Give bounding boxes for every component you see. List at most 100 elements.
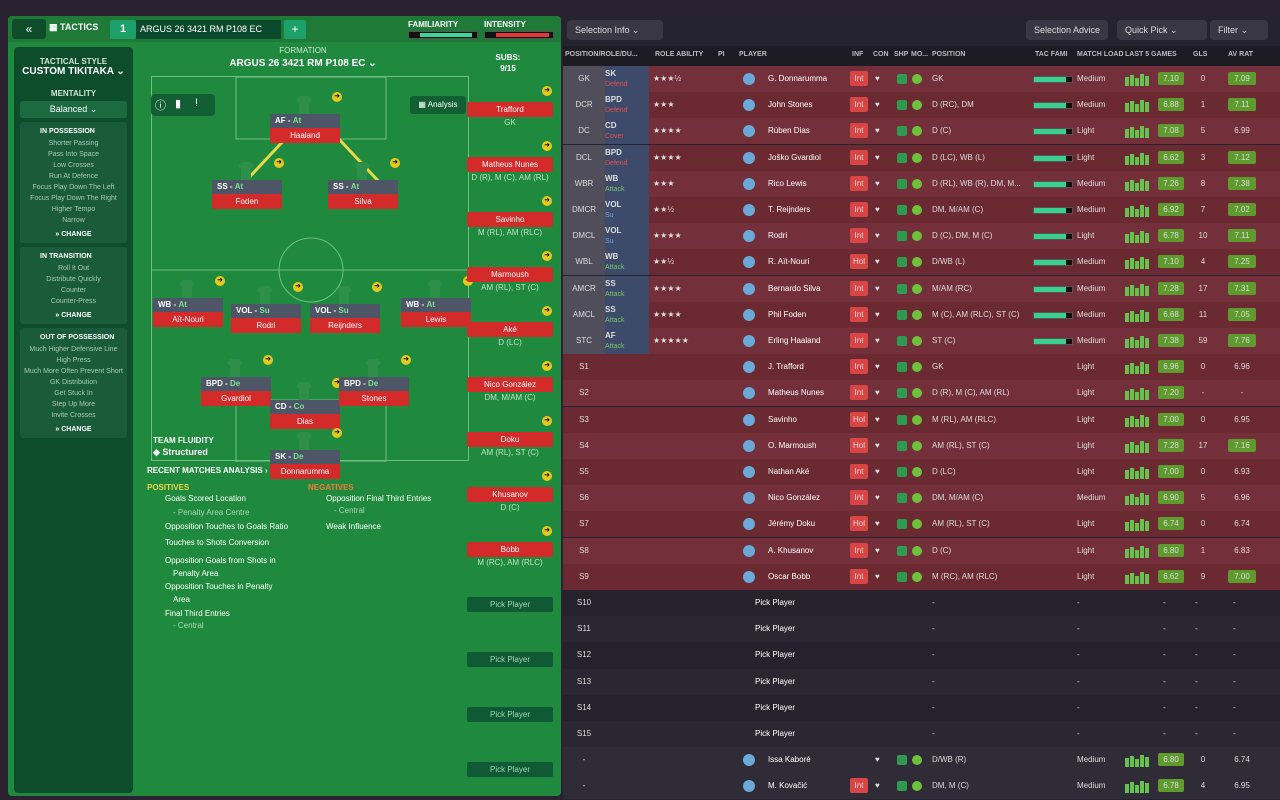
role-cell[interactable]: VOL Su: [605, 223, 649, 250]
squad-row[interactable]: DC CD Cover ★★★★ Rúben Dias Int ♥ D (C) Light 7.0…: [563, 118, 1280, 145]
pick-player-dropdown[interactable]: Pick Player: [755, 729, 796, 738]
column-header[interactable]: AV RAT: [1228, 51, 1254, 58]
instruction-arrow-icon[interactable]: ➜: [274, 158, 284, 168]
player-name[interactable]: G. Donnarumma: [768, 74, 828, 83]
slot-position[interactable]: S6: [579, 493, 589, 503]
pitch-player[interactable]: SS - At Foden: [212, 162, 282, 209]
pitch-player[interactable]: WB - At Aït-Nouri: [153, 280, 223, 327]
squad-row[interactable]: S12 Pick Player - - - - -: [563, 642, 1280, 669]
slot-position[interactable]: S11: [577, 624, 591, 634]
instruction-arrow-icon[interactable]: ➜: [542, 86, 552, 96]
instruction-arrow-icon[interactable]: ➜: [542, 141, 552, 151]
player-name[interactable]: Nico González: [768, 493, 821, 503]
player-name[interactable]: Silva: [328, 194, 398, 209]
add-tactic-button[interactable]: +: [284, 20, 306, 39]
sub-slot-empty[interactable]: Pick Player: [467, 597, 553, 612]
player-name[interactable]: Issa Kaboré: [768, 755, 811, 765]
filter-button[interactable]: Filter ⌄: [1210, 20, 1268, 40]
style-value[interactable]: CUSTOM TIKITAKA ⌄: [22, 66, 125, 77]
squad-row[interactable]: S8 A. Khusanov Int ♥ D (C) Light 6.80 1 6.83: [563, 537, 1280, 564]
role-cell[interactable]: WB Attack: [605, 170, 649, 197]
column-header[interactable]: POSITION/ROLE/DU...: [565, 51, 638, 58]
squad-row[interactable]: WBR WB Attack ★★★ Rico Lewis Int ♥ D (RL), WB (…: [563, 170, 1280, 197]
sub-name[interactable]: Doku: [467, 432, 553, 447]
sub-slot[interactable]: Bobb M (RC), AM (RLC) ➜: [467, 526, 553, 567]
player-name[interactable]: Donnarumma: [270, 464, 340, 479]
player-role[interactable]: VOL - Su: [310, 304, 380, 318]
slot-position[interactable]: S5: [579, 467, 589, 476]
role-cell[interactable]: BPD Defend: [605, 92, 649, 119]
player-name[interactable]: Rico Lewis: [768, 178, 807, 188]
sub-slot[interactable]: Marmoush AM (RL), ST (C) ➜: [467, 251, 553, 292]
instruction-arrow-icon[interactable]: ➜: [332, 428, 342, 438]
back-button[interactable]: «: [12, 19, 46, 39]
pitch-player[interactable]: AF - At Haaland: [270, 96, 340, 143]
squad-row[interactable]: AMCR SS Attack ★★★★ Bernardo Silva Int ♥ M/AM (…: [563, 275, 1280, 302]
instruction-arrow-icon[interactable]: ➜: [332, 378, 342, 388]
player-name[interactable]: Jérémy Doku: [768, 519, 816, 529]
slot-position[interactable]: DCL: [563, 144, 605, 171]
instruction-arrow-icon[interactable]: ➜: [372, 282, 382, 292]
pick-player-dropdown[interactable]: Pick Player: [467, 652, 553, 667]
in-transition-change-button[interactable]: » CHANGE: [55, 312, 92, 319]
instruction-arrow-icon[interactable]: ➜: [332, 92, 342, 102]
instruction-arrow-icon[interactable]: ➜: [293, 282, 303, 292]
instruction-arrow-icon[interactable]: ➜: [542, 306, 552, 316]
slot-position[interactable]: DMCL: [563, 223, 605, 250]
pitch-player[interactable]: WB - At Lewis: [401, 280, 471, 327]
squad-row[interactable]: S9 Oscar Bobb Int ♥ M (RC), AM (RLC) Light 6.6…: [563, 563, 1280, 590]
squad-row[interactable]: STC AF Attack ★★★★★ Erling Haaland Int ♥ ST (C)…: [563, 328, 1280, 354]
analysis-button[interactable]: ▦ Analysis: [410, 96, 466, 114]
player-name[interactable]: Savinho: [768, 414, 797, 424]
player-name[interactable]: M. Kovačić: [768, 781, 808, 791]
column-header[interactable]: LAST 5 GAMES: [1125, 51, 1177, 58]
slot-position[interactable]: S9: [579, 571, 589, 581]
column-header[interactable]: MO...: [911, 51, 929, 58]
squad-row[interactable]: S13 Pick Player - - - - -: [563, 668, 1280, 695]
instruction-arrow-icon[interactable]: ➜: [542, 526, 552, 536]
bar-chart-icon[interactable]: ▮: [175, 98, 182, 110]
slot-position[interactable]: AMCL: [563, 301, 605, 328]
role-cell[interactable]: SS Attack: [605, 275, 649, 302]
instruction-arrow-icon[interactable]: ➜: [390, 158, 400, 168]
tactic-name-tab[interactable]: ARGUS 26 3421 RM P108 EC: [136, 20, 281, 39]
in-possession-change-button[interactable]: » CHANGE: [55, 231, 92, 238]
pick-player-dropdown[interactable]: Pick Player: [467, 597, 553, 612]
sub-slot[interactable]: Aké D (LC) ➜: [467, 306, 553, 347]
out-of-possession-change-button[interactable]: » CHANGE: [55, 426, 92, 433]
player-name[interactable]: A. Khusanov: [768, 545, 814, 555]
squad-row[interactable]: S4 O. Marmoush Hol ♥ AM (RL), ST (C) Light 7.2…: [563, 432, 1280, 459]
role-cell[interactable]: SS Attack: [605, 301, 649, 328]
slot-position[interactable]: S7: [579, 519, 589, 529]
sub-name[interactable]: Bobb: [467, 542, 553, 557]
instruction-arrow-icon[interactable]: ➜: [542, 471, 552, 481]
instruction-arrow-icon[interactable]: ➜: [542, 251, 552, 261]
slot-position[interactable]: DMCR: [563, 197, 605, 223]
player-role[interactable]: VOL - Su: [231, 304, 301, 318]
role-cell[interactable]: BPD Defend: [605, 144, 649, 171]
player-name[interactable]: Erling Haaland: [768, 336, 821, 345]
player-name[interactable]: Phil Foden: [768, 309, 807, 319]
pitch-player[interactable]: VOL - Su Rodri: [231, 286, 301, 333]
sub-slot[interactable]: Savinho M (RL), AM (RLC) ➜: [467, 196, 553, 237]
squad-row[interactable]: S3 Savinho Hol ♥ M (RL), AM (RLC) Light 7.00 0 6…: [563, 406, 1280, 433]
column-header[interactable]: TAC FAMI: [1035, 51, 1068, 58]
player-role[interactable]: SS - At: [328, 180, 398, 194]
instruction-arrow-icon[interactable]: ➜: [401, 355, 411, 365]
player-name[interactable]: Gvardiol: [201, 391, 271, 406]
player-name[interactable]: O. Marmoush: [768, 440, 817, 450]
role-cell[interactable]: SK Defend: [605, 66, 649, 92]
role-cell[interactable]: CD Cover: [605, 118, 649, 145]
pitch-player[interactable]: BPD - De Gvardiol: [201, 359, 271, 406]
slot-position[interactable]: WBR: [563, 170, 605, 197]
slot-position[interactable]: S1: [579, 362, 589, 372]
player-role[interactable]: WB - At: [401, 298, 471, 312]
slot-position[interactable]: GK: [563, 66, 605, 92]
instruction-arrow-icon[interactable]: ➜: [263, 355, 273, 365]
player-role[interactable]: BPD - De: [339, 377, 409, 391]
sub-name[interactable]: Khusanov: [467, 487, 553, 502]
player-role[interactable]: SS - At: [212, 180, 282, 194]
instruction-arrow-icon[interactable]: ➜: [542, 416, 552, 426]
slot-position[interactable]: S3: [579, 414, 589, 424]
squad-row[interactable]: S11 Pick Player - - - - -: [563, 616, 1280, 643]
